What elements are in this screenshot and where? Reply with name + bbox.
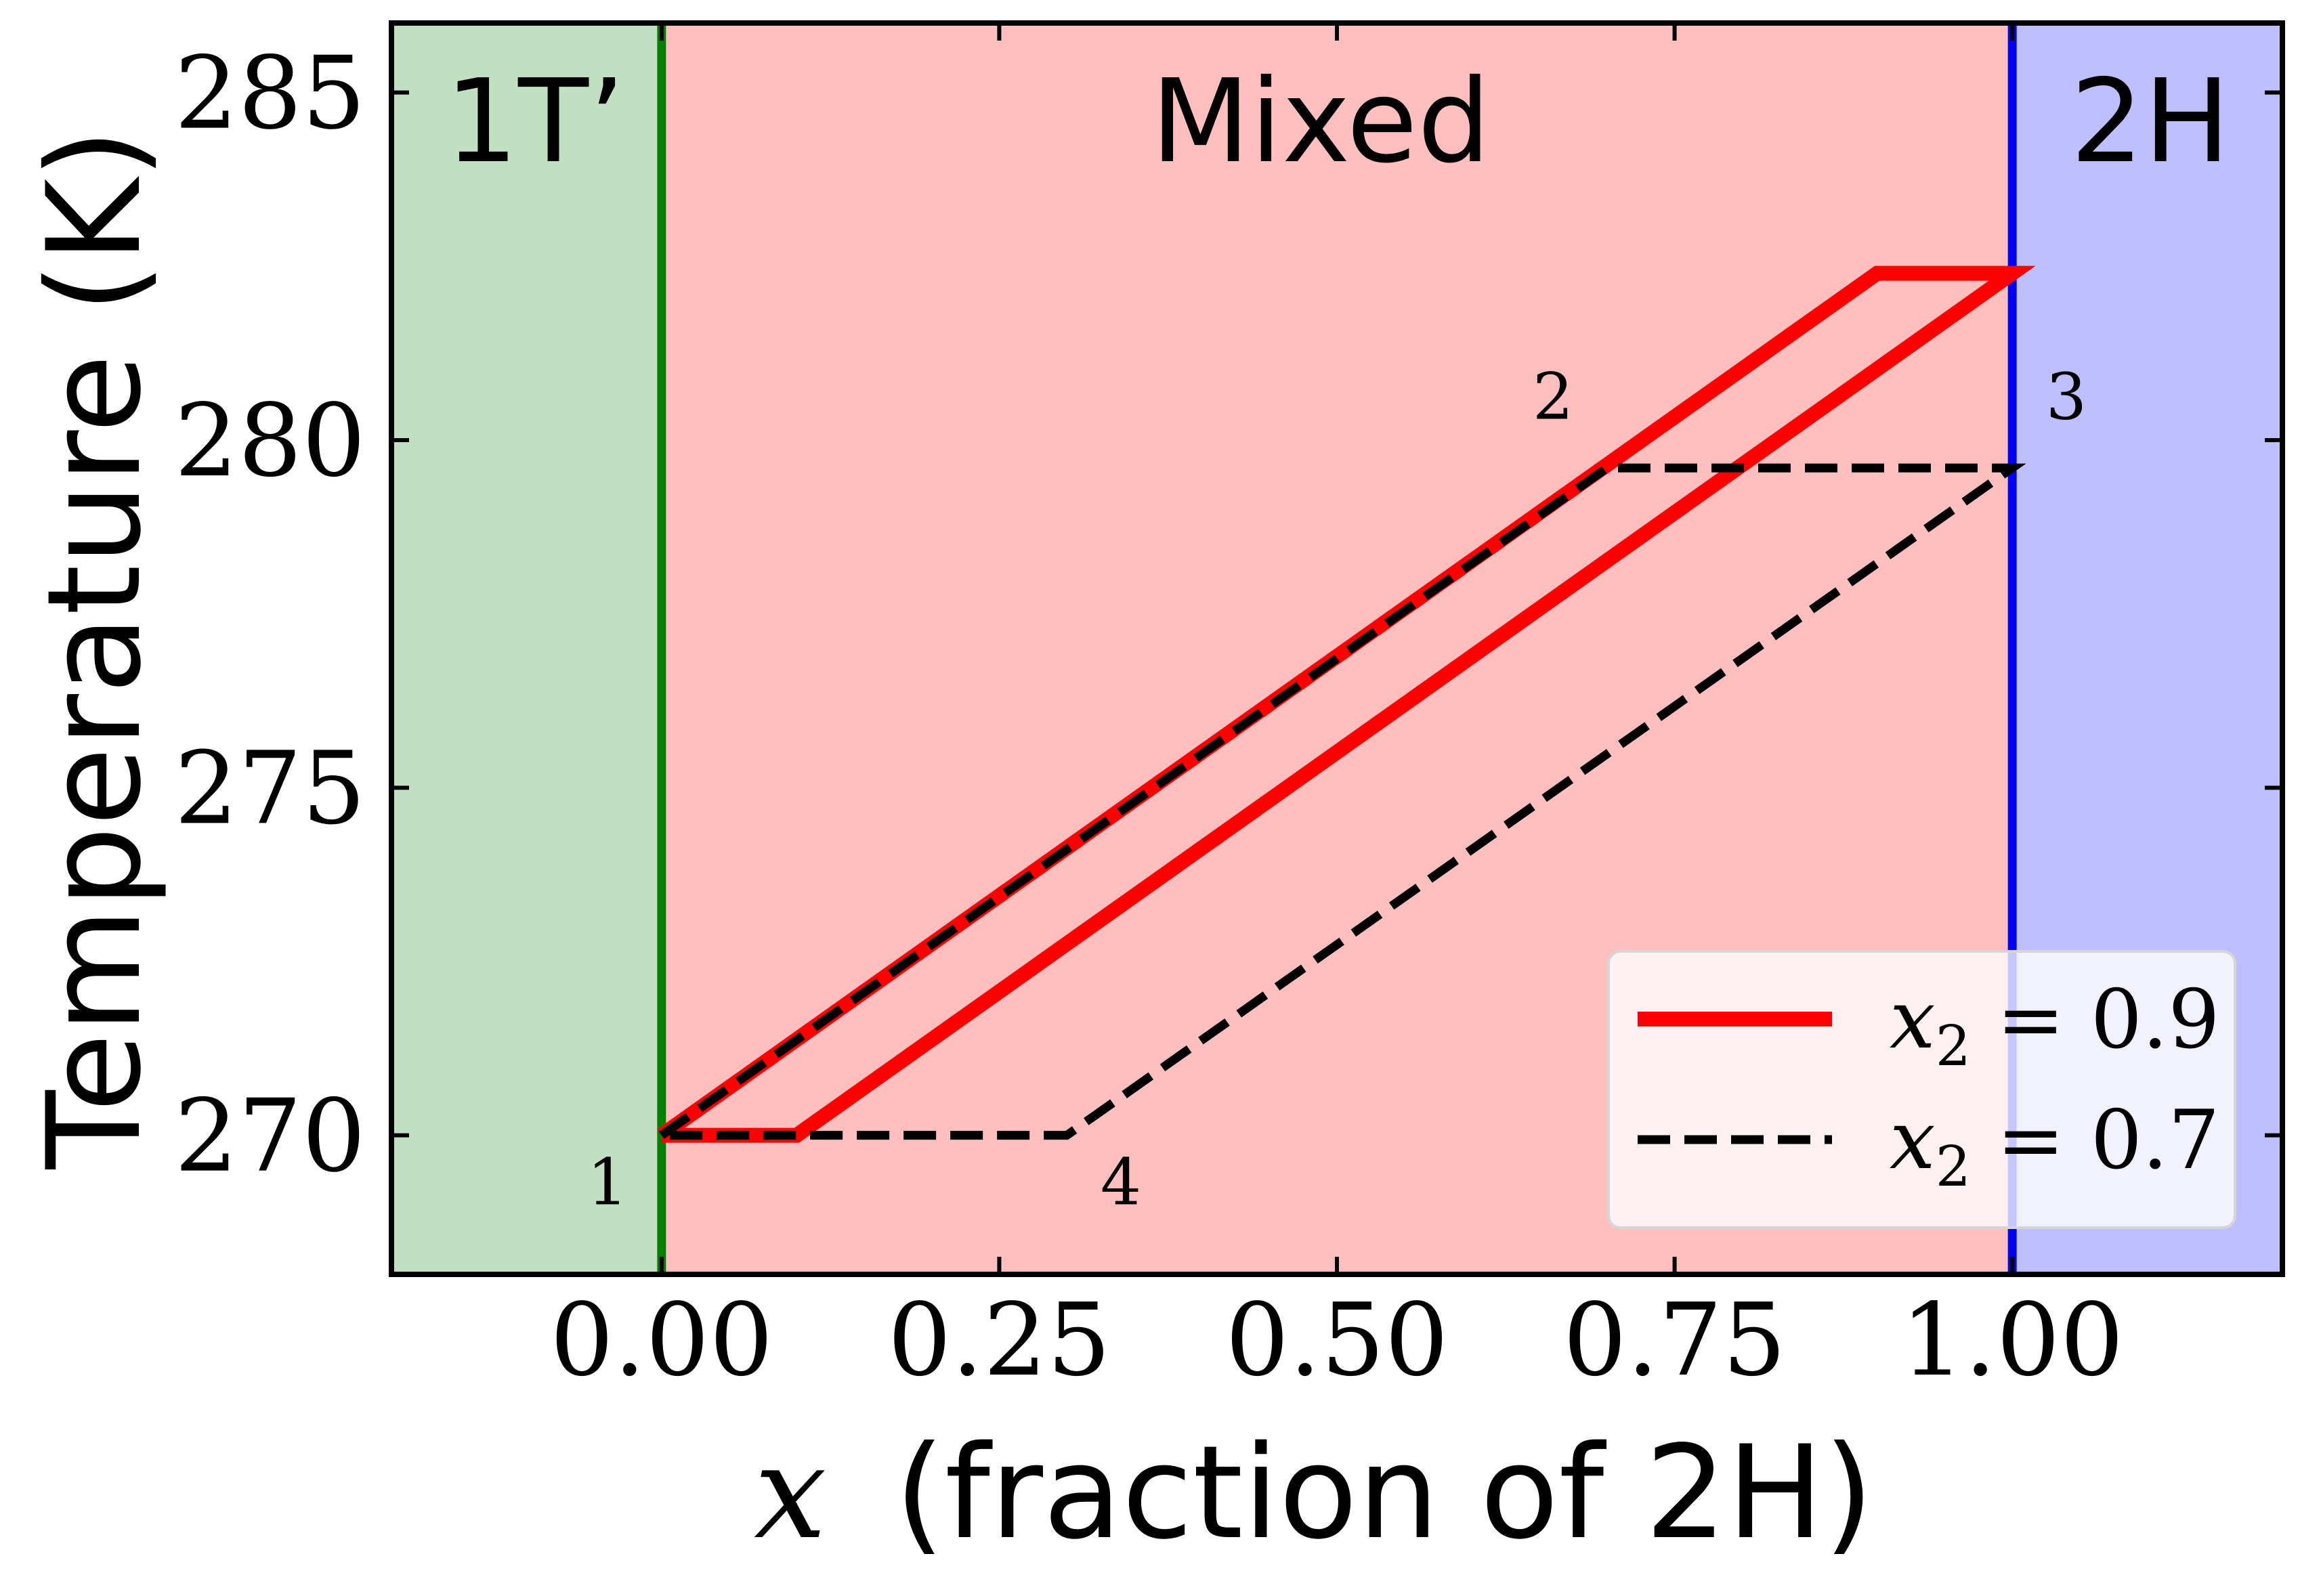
legend-label-rest-0: = 0.9 (1971, 973, 2220, 1067)
region-0 (391, 23, 662, 1274)
point-label-2: 2 (1533, 360, 1573, 434)
legend-label-sub-0: 2 (1936, 1014, 1971, 1079)
x-axis-label-variable: x (754, 1418, 826, 1568)
point-label-3: 3 (2046, 360, 2087, 434)
tick-labels: 0.00 0.25 0.50 0.75 1.00 270 275 280 285 (175, 35, 2124, 1398)
point-label-4: 4 (1101, 1146, 1141, 1220)
point-label-1: 1 (587, 1146, 628, 1220)
x-tick-label-3: 0.75 (1563, 1282, 1787, 1398)
y-tick-label-3: 285 (175, 35, 366, 152)
x-tick-label-2: 0.50 (1225, 1282, 1449, 1398)
region-label-1: Mixed (1151, 55, 1491, 189)
y-axis-label: Temperature (K) (20, 129, 169, 1170)
legend-label-var-1: x (1890, 1094, 1936, 1188)
y-tick-label-2: 280 (175, 383, 366, 499)
x-axis-label: x (fraction of 2H) (754, 1418, 1873, 1568)
x-tick-label-4: 1.00 (1900, 1282, 2124, 1398)
legend: x2 = 0.9x2 = 0.7 (1607, 950, 2236, 1229)
point-labels: 1 2 3 4 (587, 360, 2087, 1220)
data-series (657, 265, 2036, 1143)
x-tick-label-1: 0.25 (888, 1282, 1111, 1398)
legend-label-sub-1: 2 (1936, 1135, 1971, 1199)
x-tick-label-0: 0.00 (550, 1282, 773, 1398)
x-axis-label-text: (fraction of 2H) (895, 1418, 1874, 1568)
region-labels: 1T’ Mixed 2H (445, 55, 2230, 189)
legend-label-1: x2 = 0.7 (1890, 1094, 2220, 1199)
legend-label-0: x2 = 0.9 (1890, 973, 2220, 1079)
legend-label-var-0: x (1890, 973, 1936, 1067)
axis-ticks (391, 23, 2282, 1274)
plot-frame (389, 20, 2285, 1277)
legend-label-rest-1: = 0.7 (1971, 1094, 2220, 1188)
region-label-2: 2H (2070, 55, 2230, 189)
series-line-1 (659, 463, 2026, 1140)
y-tick-label-1: 275 (175, 730, 366, 846)
region-label-0: 1T’ (445, 55, 625, 189)
y-tick-label-0: 270 (175, 1078, 366, 1194)
